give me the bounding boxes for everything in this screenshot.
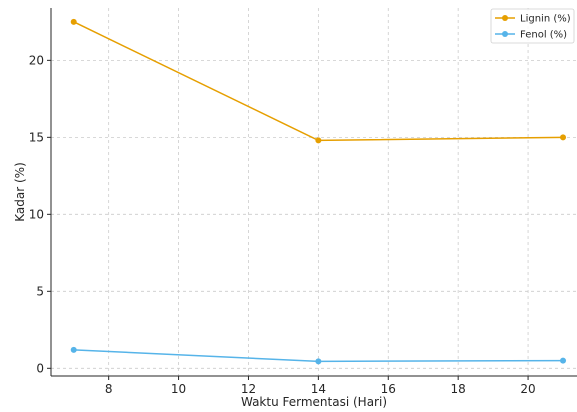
y-tick-label: 10	[29, 207, 44, 221]
x-tick-label: 12	[241, 382, 256, 396]
series-point-0	[70, 18, 77, 25]
y-tick-label: 15	[29, 130, 44, 144]
x-tick-label: 20	[520, 382, 535, 396]
grid-lines	[51, 8, 577, 376]
legend-label: Fenol (%)	[520, 30, 567, 41]
x-tick-label: 16	[381, 382, 396, 396]
x-tick-label: 14	[311, 382, 326, 396]
series-point-0	[560, 134, 567, 141]
series-point-1	[70, 346, 77, 353]
series-lines	[70, 18, 567, 365]
x-tick-label: 10	[171, 382, 186, 396]
series-point-1	[315, 358, 322, 365]
y-tick-label: 5	[36, 284, 44, 298]
series-point-1	[560, 357, 567, 364]
legend-swatch-marker	[502, 15, 508, 21]
x-axis-title: Waktu Fermentasi (Hari)	[241, 395, 387, 409]
series-point-0	[315, 137, 322, 144]
y-tick-label: 20	[29, 53, 44, 67]
tick-labels: 8 10 12 14 16 18 20 0 5 10 15 20	[29, 53, 536, 396]
y-tick-label: 0	[36, 361, 44, 375]
y-axis-title: Kadar (%)	[13, 162, 27, 222]
legend-swatch-marker	[502, 31, 508, 37]
legend: Lignin (%) Fenol (%)	[490, 8, 575, 44]
x-tick-label: 18	[451, 382, 466, 396]
legend-label: Lignin (%)	[520, 14, 571, 25]
x-tick-label: 8	[105, 382, 113, 396]
axes	[50, 8, 577, 377]
